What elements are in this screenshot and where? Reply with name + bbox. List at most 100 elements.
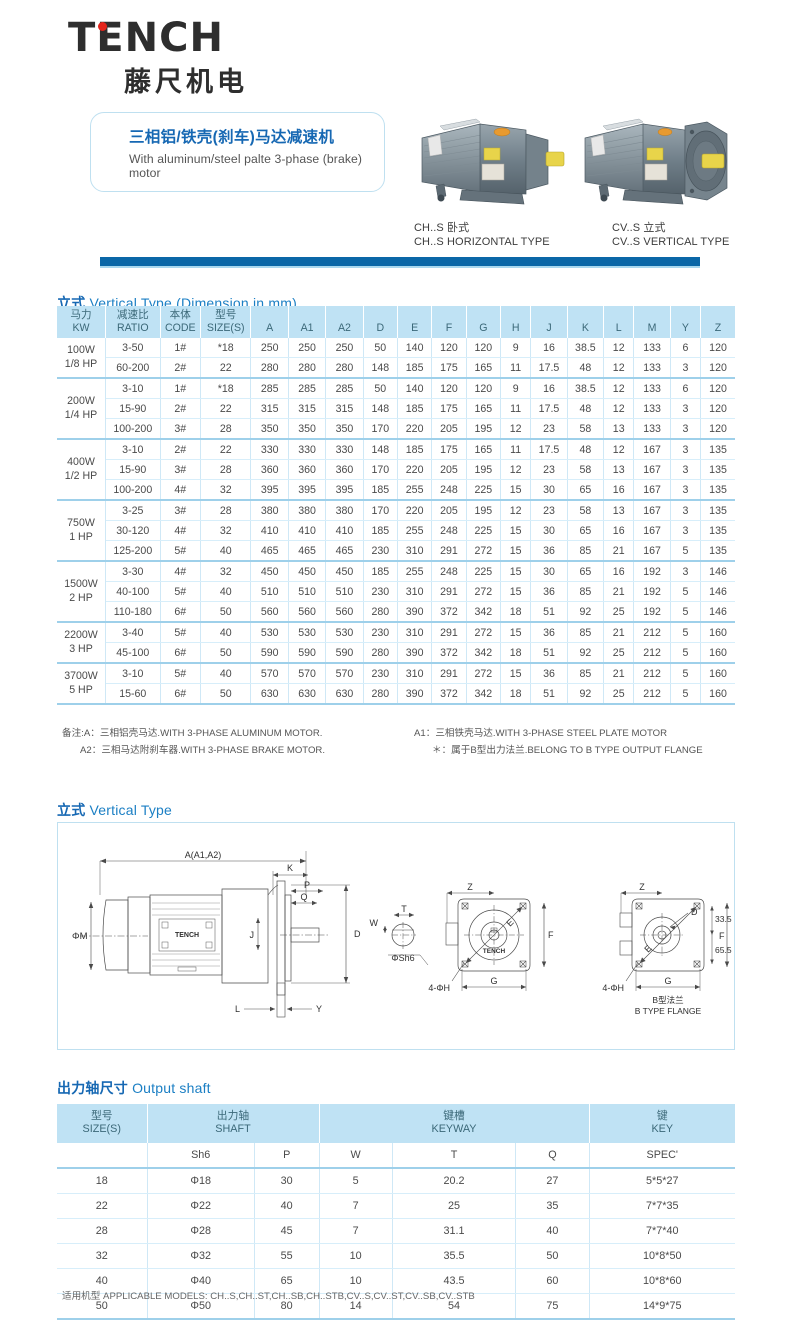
flange-caption-en: B TYPE FLANGE xyxy=(635,1006,702,1016)
cell-k: 85 xyxy=(567,581,605,603)
header-code: 本体 CODE xyxy=(160,306,201,339)
cell-a1: 315 xyxy=(288,398,327,420)
shaft-cell-w: 10 xyxy=(319,1243,393,1269)
table-row: 110-180 6# 50 560 560 560 280 390 372 342 18 51 92 25… xyxy=(57,601,735,624)
footnote-star: ＊：属于B型出力法兰.BELONG TO B TYPE OUTPUT FLANG… xyxy=(432,745,703,756)
cell-y: 3 xyxy=(670,561,702,583)
cell-d: 170 xyxy=(363,459,398,481)
cell-g: 342 xyxy=(466,642,501,665)
cell-d: 148 xyxy=(363,439,398,461)
brand-logo: TENCH 藤尺机电 xyxy=(68,18,398,99)
shaft-cell-w: 5 xyxy=(319,1167,393,1194)
cell-f: 248 xyxy=(431,520,467,542)
dim-label-sh6: ΦSh6 xyxy=(391,953,414,963)
footnote-a2: A2：三相马达附刹车器.WITH 3-PHASE BRAKE MOTOR. xyxy=(80,745,326,756)
cell-l: 13 xyxy=(603,459,635,481)
dim-label-65-5: 65.5 xyxy=(715,945,732,955)
cell-a: 510 xyxy=(250,581,289,603)
cell-g: 165 xyxy=(466,398,501,420)
cell-h: 15 xyxy=(500,663,532,685)
cell-ratio: 3-10 xyxy=(105,663,161,685)
header-a2: A2 xyxy=(325,306,364,339)
cell-g: 342 xyxy=(466,601,501,624)
cell-ratio: 3-50 xyxy=(105,338,161,359)
table-row: 750W 1 HP 3-25 3# 28 380 380 380 170 220 205 195 12 2… xyxy=(57,500,735,563)
shaft-cell-w: 7 xyxy=(319,1218,393,1244)
power-rating-cell: 400W 1/2 HP xyxy=(57,439,106,502)
cell-a: 380 xyxy=(250,500,289,522)
cell-f: 175 xyxy=(431,357,467,380)
cell-size: 28 xyxy=(200,459,252,481)
cell-a2: 630 xyxy=(325,683,364,706)
cell-f: 291 xyxy=(431,581,467,603)
cell-g: 165 xyxy=(466,357,501,380)
blue-divider-bar xyxy=(100,257,700,266)
cell-y: 3 xyxy=(670,500,702,522)
cell-h: 9 xyxy=(500,378,532,400)
logo-dot-icon xyxy=(98,22,107,31)
cell-k: 85 xyxy=(567,663,605,685)
cell-g: 342 xyxy=(466,683,501,706)
shaft-cell-t: 43.5 xyxy=(392,1268,517,1294)
cell-e: 255 xyxy=(397,479,433,502)
cell-d: 230 xyxy=(363,540,398,563)
cell-g: 195 xyxy=(466,459,501,481)
cell-e: 185 xyxy=(397,357,433,380)
cell-f: 372 xyxy=(431,683,467,706)
cell-j: 23 xyxy=(530,500,568,522)
header-f: F xyxy=(431,306,467,339)
cell-size: 28 xyxy=(200,500,252,522)
cell-z: 135 xyxy=(700,540,735,563)
cell-a2: 315 xyxy=(325,398,364,420)
shaft-cell-t: 35.5 xyxy=(392,1243,517,1269)
shaft-header-shaft: 出力轴 SHAFT xyxy=(147,1104,320,1143)
shaft-header-size: 型号 SIZE(S) xyxy=(57,1104,148,1143)
cell-code: 2# xyxy=(160,357,201,380)
cell-ratio: 15-90 xyxy=(105,398,161,420)
dim-label-33-5: 33.5 xyxy=(715,914,732,924)
cell-a2: 280 xyxy=(325,357,364,380)
dimension-table: 马力 KW 减速比 RATIO 本体 CODE 型号 SIZE(S) A A1 A2 D… xyxy=(57,306,735,706)
cell-d: 185 xyxy=(363,520,398,542)
cell-a1: 280 xyxy=(288,357,327,380)
cell-z: 120 xyxy=(700,378,735,400)
cell-z: 135 xyxy=(700,479,735,502)
shaft-subheader-blank xyxy=(57,1142,148,1169)
cell-a: 350 xyxy=(250,418,289,441)
cell-k: 65 xyxy=(567,561,605,583)
cell-h: 15 xyxy=(500,581,532,603)
cell-y: 5 xyxy=(670,581,702,603)
cell-a: 410 xyxy=(250,520,289,542)
cell-m: 212 xyxy=(633,683,671,706)
cell-ratio: 15-90 xyxy=(105,459,161,481)
cell-g: 225 xyxy=(466,520,501,542)
cell-a: 360 xyxy=(250,459,289,481)
cell-l: 21 xyxy=(603,581,635,603)
cell-a1: 560 xyxy=(288,601,327,624)
shaft-cell-size: 22 xyxy=(57,1193,148,1219)
cell-e: 140 xyxy=(397,338,433,359)
header-y: Y xyxy=(670,306,702,339)
cell-k: 92 xyxy=(567,683,605,706)
shaft-cell-sh6: Φ40 xyxy=(147,1268,255,1294)
cell-z: 120 xyxy=(700,338,735,359)
header-m: M xyxy=(633,306,671,339)
power-rating-cell: 750W 1 HP xyxy=(57,500,106,563)
cell-a2: 330 xyxy=(325,439,364,461)
cell-j: 17.5 xyxy=(530,398,568,420)
logo-chinese-name: 藤尺机电 xyxy=(124,67,248,98)
cell-h: 15 xyxy=(500,622,532,644)
dim-label-q: Q xyxy=(300,892,307,902)
cell-ratio: 40-100 xyxy=(105,581,161,603)
cell-j: 36 xyxy=(530,540,568,563)
cell-z: 135 xyxy=(700,459,735,481)
cell-ratio: 100-200 xyxy=(105,418,161,441)
banner-title-cn: 三相铝/铁壳(刹车)马达减速机 xyxy=(129,128,335,146)
power-rating-cell: 3700W 5 HP xyxy=(57,663,106,706)
cell-f: 175 xyxy=(431,439,467,461)
cell-k: 58 xyxy=(567,418,605,441)
shaft-cell-p: 65 xyxy=(254,1268,320,1294)
cell-a: 465 xyxy=(250,540,289,563)
dim-label-t: T xyxy=(401,904,407,914)
cell-z: 135 xyxy=(700,520,735,542)
